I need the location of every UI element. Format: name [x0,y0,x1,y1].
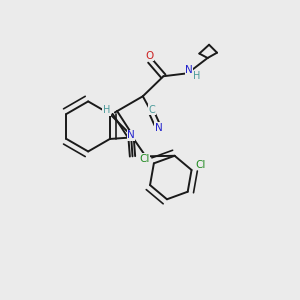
Text: H: H [193,71,200,81]
Text: O: O [146,51,154,61]
Text: N: N [154,123,162,133]
Text: C: C [149,104,156,115]
Text: N: N [127,130,135,140]
Text: N: N [185,65,193,75]
Text: H: H [103,105,110,115]
Text: Cl: Cl [139,154,150,164]
Text: Cl: Cl [196,160,206,170]
